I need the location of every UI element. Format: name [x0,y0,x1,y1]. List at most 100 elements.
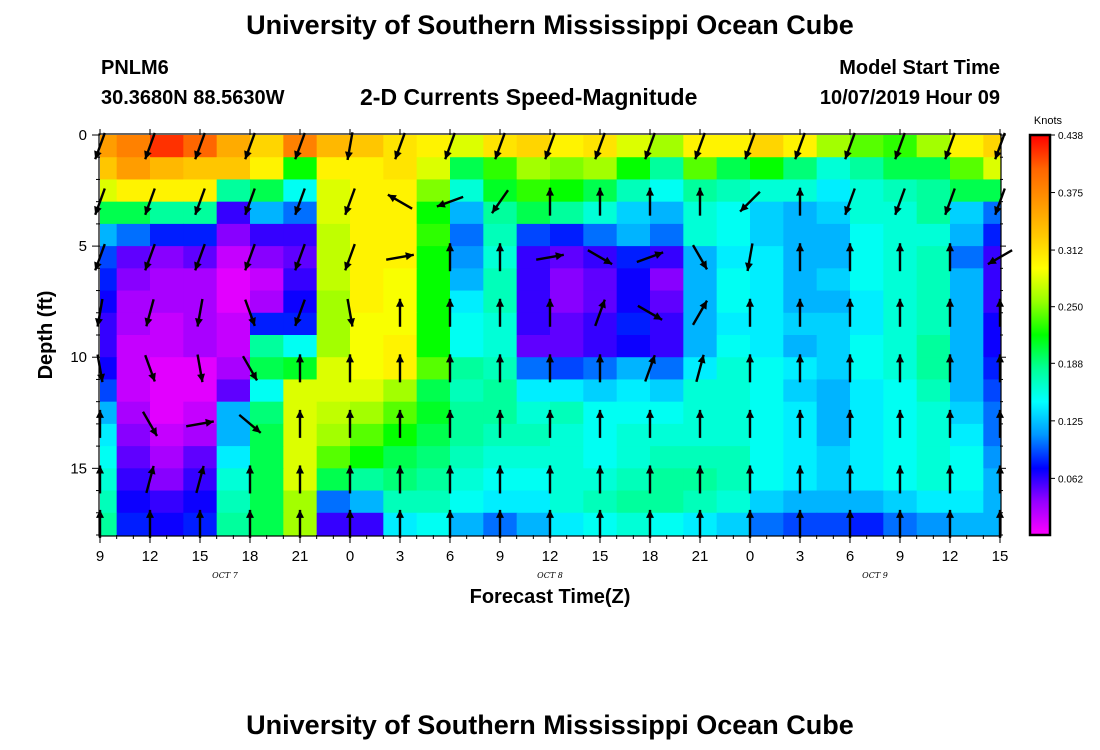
footer-title: University of Southern Mississippi Ocean… [246,710,854,740]
heatmap-cell [850,423,884,447]
heatmap-cell [516,512,551,536]
x-tick-label: 9 [496,548,504,565]
heatmap-cell [883,490,918,514]
heatmap-cell [916,201,951,225]
colorbar-gradient [1028,133,1052,537]
heatmap-cell [916,468,951,492]
current-arrow [746,354,754,383]
current-arrow [238,413,262,434]
heatmap-cell [716,157,751,181]
heatmap-cell [750,135,784,158]
current-arrow [739,190,761,213]
heatmap-cell [716,401,751,425]
heatmap-cell [750,446,784,469]
heatmap-cell [816,157,851,181]
heatmap-cell [683,490,718,514]
heatmap-cell [750,379,784,403]
heatmap-cell [716,335,751,358]
current-arrow [294,299,306,327]
heatmap-cell [616,157,651,181]
heatmap-cell [583,268,618,292]
current-arrow [596,354,604,383]
heatmap-cell [950,357,984,381]
heatmap-cell [850,135,884,158]
heatmap-cell [716,179,751,203]
current-arrow [994,132,1006,160]
heatmap-cell [683,290,718,314]
heatmap-cell [216,512,251,536]
heatmap-cell [516,246,551,269]
heatmap-cell [950,179,984,203]
heatmap-cell [583,290,618,314]
heatmap-cell [550,423,584,447]
heatmap-cell [216,468,251,492]
heatmap-cell [216,379,251,403]
heatmap-cell [883,379,918,403]
heatmap-cell [483,157,518,181]
heatmap-cell [850,157,884,181]
current-arrow [141,411,159,437]
heatmap-cell [216,357,251,381]
heatmap-cell [616,468,651,492]
current-arrow [696,465,704,494]
current-arrow [996,354,1004,383]
current-arrow [244,132,256,160]
heatmap-cell [250,490,284,514]
heatmap-cell [650,446,684,469]
heatmap-cell [416,423,451,447]
heatmap-cell [183,201,218,225]
heatmap-cell [950,268,984,292]
heatmap-cell [516,290,551,314]
current-arrow [544,132,556,160]
current-arrow [346,409,354,438]
current-arrow [144,354,156,382]
heatmap-cell [650,512,684,536]
current-arrow [896,243,904,272]
heatmap-cell [350,246,384,269]
current-arrow [946,409,954,438]
heatmap-cell [816,268,851,292]
heatmap-cell [116,223,151,247]
heatmap-cell [416,490,451,514]
x-tick-label: 6 [846,548,854,565]
heatmap-cell [550,157,584,181]
heatmap-cell [116,468,151,492]
heatmap-cell [616,268,651,292]
current-arrow [446,298,454,327]
heatmap-cell [616,379,651,403]
heatmap-cell [916,246,951,269]
heatmap-cell [150,268,184,292]
heatmap-cell [483,490,518,514]
heatmap-cell [550,357,584,381]
heatmap-cell [250,268,284,292]
heatmap-cell [216,312,251,336]
heatmap-cell [283,312,318,336]
heatmap-cell [316,268,351,292]
heatmap-cell [883,223,918,247]
heatmap-cell [983,512,1001,536]
current-arrow [946,509,954,538]
heatmap-cell [750,268,784,292]
heatmap-cell [983,223,1001,247]
y-axis-label: Depth (ft) [35,291,57,380]
heatmap-cell [716,446,751,469]
heatmap-cell [316,512,351,536]
heatmap-cell [516,423,551,447]
heatmap-cell [850,379,884,403]
current-arrow [637,304,663,321]
heatmap-cell [116,290,151,314]
heatmap-cell [583,312,618,336]
heatmap-cell [183,446,218,469]
heatmap-cell [816,401,851,425]
heatmap-cell [183,268,218,292]
heatmap-cell [916,135,951,158]
heatmap-cell [316,135,351,158]
current-arrow [745,243,754,272]
heatmap-cell [616,357,651,381]
current-arrow [344,188,356,216]
heatmap-cell [100,179,118,203]
heatmap-cell [316,335,351,358]
heatmap-cell [950,135,984,158]
heatmap-cell [950,446,984,469]
